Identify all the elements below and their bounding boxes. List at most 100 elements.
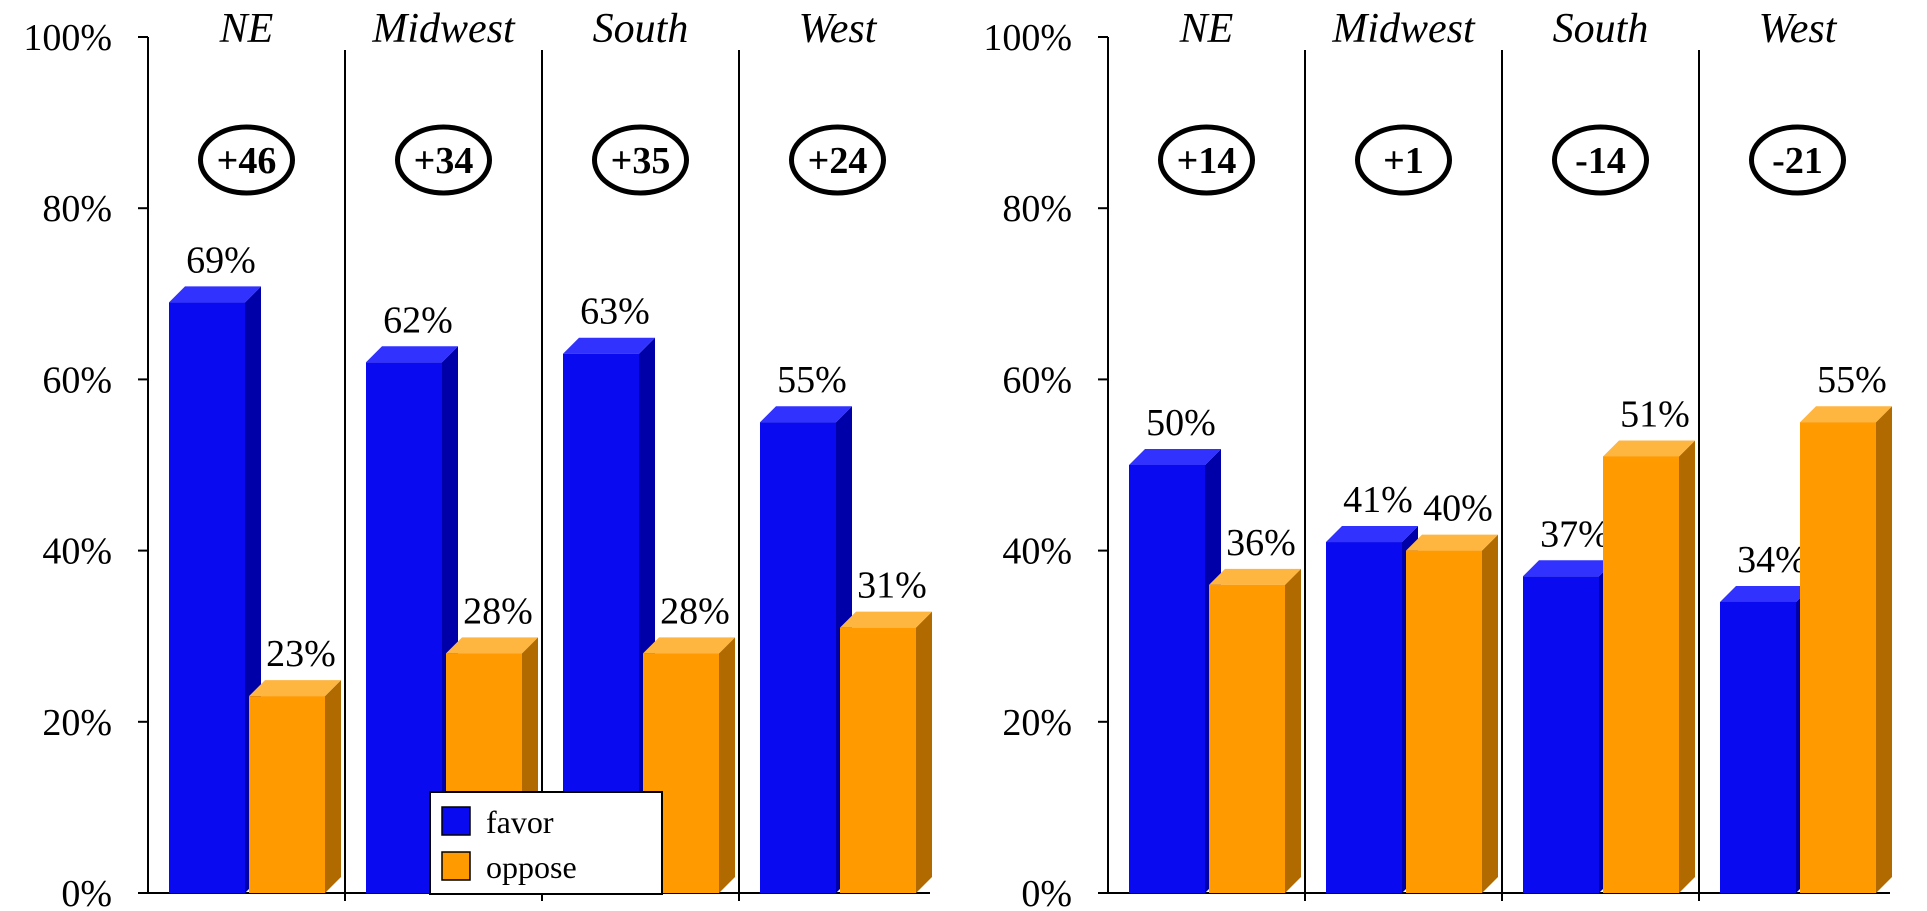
margin-badge-label: +35 [611, 140, 671, 182]
margin-badge-label: +1 [1383, 140, 1424, 182]
bar-oppose-west [840, 611, 932, 893]
bar-front [1129, 465, 1205, 893]
bar-top [249, 680, 341, 697]
bar-top [1523, 560, 1615, 577]
margin-badge-label: +14 [1177, 140, 1237, 182]
bar-front [1800, 422, 1876, 893]
margin-badge [198, 124, 295, 196]
bar-front [760, 422, 836, 893]
bar-top [643, 637, 735, 654]
value-label-oppose: 40% [1423, 488, 1493, 530]
region-label: NE [219, 6, 274, 52]
y-tick-label: 60% [42, 359, 112, 401]
value-label-oppose: 55% [1817, 359, 1887, 401]
value-label-oppose: 28% [660, 590, 730, 632]
legend-label-oppose: oppose [486, 849, 577, 885]
margin-badge [1355, 124, 1452, 196]
bar-side [1679, 440, 1695, 893]
y-tick-label: 100% [983, 17, 1072, 59]
y-tick-label: 40% [1002, 531, 1072, 573]
value-label-oppose: 51% [1620, 393, 1690, 435]
bar-side [1482, 534, 1498, 893]
bar-oppose-west [1800, 406, 1892, 893]
margin-badge [592, 124, 689, 196]
bar-top [840, 611, 932, 628]
y-tick-label: 80% [1002, 188, 1072, 230]
region-label: Midwest [1331, 6, 1476, 52]
y-tick-label: 20% [1002, 702, 1072, 744]
bar-favor-west [760, 406, 852, 893]
bar-top [1800, 406, 1892, 423]
bar-front [1209, 584, 1285, 893]
bar-favor-midwest [1326, 526, 1418, 893]
value-label-oppose: 31% [857, 565, 927, 607]
margin-badge [1552, 124, 1649, 196]
bar-top [1406, 534, 1498, 551]
bar-side [719, 637, 735, 893]
bar-side [1285, 568, 1301, 893]
margin-badge [1749, 124, 1846, 196]
value-label-oppose: 23% [266, 633, 336, 675]
legend-swatch-favor [441, 806, 471, 836]
value-label-favor: 63% [580, 291, 650, 333]
bar-front [1326, 542, 1402, 893]
bar-front [840, 627, 916, 893]
bar-top [169, 286, 261, 303]
right-panel: 0% 20% 40% 60% 80% 100% NE +14 50% 36% Midwest +1 41… [983, 6, 1892, 911]
bar-oppose-ne [1209, 568, 1301, 893]
bar-top [1209, 568, 1301, 585]
margin-badge-label: +46 [217, 140, 277, 182]
value-label-favor: 34% [1737, 539, 1807, 581]
bar-favor-ne [169, 286, 261, 893]
bar-oppose-south [1603, 440, 1695, 893]
margin-badge [1158, 124, 1255, 196]
margin-badge-label: +24 [808, 140, 868, 182]
bar-favor-ne [1129, 449, 1221, 893]
bar-top [760, 406, 852, 423]
bar-top [1129, 449, 1221, 465]
region-label: West [799, 6, 878, 52]
y-tick-label: 0% [1021, 873, 1072, 911]
value-label-favor: 37% [1540, 513, 1610, 555]
bar-favor-west [1720, 585, 1812, 893]
bar-side [1876, 406, 1892, 893]
bar-favor-south [1523, 560, 1615, 893]
bar-side [916, 611, 932, 893]
margin-badge [395, 124, 492, 196]
bar-front [249, 696, 325, 893]
bar-front [1720, 601, 1796, 893]
y-tick-label: 80% [42, 188, 112, 230]
y-tick-label: 60% [1002, 359, 1072, 401]
value-label-oppose: 28% [463, 590, 533, 632]
left-panel: 0% 20% 40% 60% 80% 100% NE +46 69% 23% Midwest +34 6… [23, 6, 932, 911]
legend-swatch-oppose [441, 851, 471, 881]
bar-front [1406, 550, 1482, 893]
y-tick-label: 20% [42, 702, 112, 744]
bar-top [1326, 526, 1418, 543]
region-label: West [1759, 6, 1838, 52]
region-label: South [593, 6, 689, 52]
y-tick-label: 0% [61, 873, 112, 911]
bar-oppose-ne [249, 680, 341, 893]
bar-top [563, 337, 655, 354]
value-label-favor: 55% [777, 359, 847, 401]
value-label-favor: 50% [1146, 402, 1216, 444]
legend: favor oppose [429, 791, 663, 895]
bar-front [169, 302, 245, 893]
bar-top [366, 346, 458, 363]
value-label-favor: 69% [186, 239, 256, 281]
bar-top [1603, 440, 1695, 457]
region-label: NE [1179, 6, 1234, 52]
bar-top [1720, 585, 1812, 602]
bar-oppose-midwest [1406, 534, 1498, 893]
value-label-favor: 62% [383, 299, 453, 341]
bar-top [446, 637, 538, 654]
region-label: Midwest [371, 6, 516, 52]
margin-badge-label: +34 [414, 140, 474, 182]
legend-label-favor: favor [486, 804, 554, 840]
value-label-oppose: 36% [1226, 522, 1296, 564]
margin-badge [789, 124, 886, 196]
bar-side [325, 680, 341, 893]
region-label: South [1553, 6, 1649, 52]
